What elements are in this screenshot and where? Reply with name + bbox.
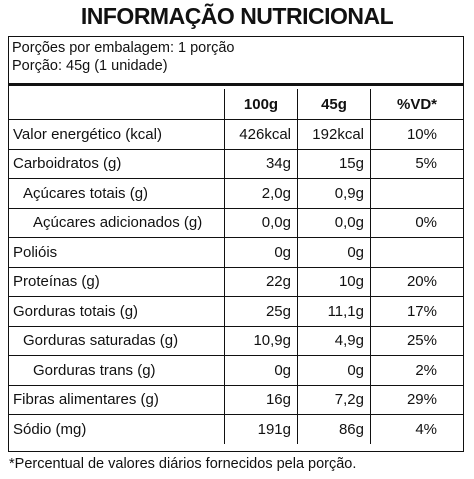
nutrient-row: Carboidratos (g) 34g 15g 5% (9, 148, 463, 179)
column-header: 45g (297, 89, 371, 120)
nutrient-label: Carboidratos (g) (9, 148, 225, 179)
nutrient-value: 7,2g (297, 384, 371, 415)
nutrient-value: 16g (224, 384, 298, 415)
nutrient-value: 0,0g (224, 207, 298, 238)
nutrient-row: Açúcares totais (g) 2,0g 0,9g (9, 178, 463, 208)
column-header: 100g (224, 89, 298, 120)
nutrient-value: 0g (224, 237, 298, 267)
nutrient-value: 4,9g (297, 325, 371, 356)
column-header: %VD* (370, 89, 463, 120)
header-cell (9, 89, 225, 120)
nutrient-value: 11,1g (297, 296, 371, 326)
nutrient-label: Gorduras saturadas (g) (9, 325, 225, 356)
nutrient-value: 191g (224, 414, 298, 444)
nutrient-label: Açúcares adicionados (g) (9, 207, 225, 238)
nutrient-row: Gorduras saturadas (g) 10,9g 4,9g 25% (9, 325, 463, 356)
nutrient-value: 0g (297, 355, 371, 385)
serving-line: Porções por embalagem: 1 porção (12, 40, 235, 56)
nutrient-value: 0,9g (297, 178, 371, 208)
header-row: 100g 45g %VD* (9, 89, 463, 120)
nutrient-label: Polióis (9, 237, 225, 267)
nutrient-label: Açúcares totais (g) (9, 178, 225, 208)
nutrient-row: Açúcares adicionados (g) 0,0g 0,0g 0% (9, 207, 463, 238)
nutrient-value: 0g (297, 237, 371, 267)
nutrient-label: Proteínas (g) (9, 266, 225, 297)
nutrient-value: 25% (370, 325, 463, 356)
nutrient-row: Gorduras totais (g) 25g 11,1g 17% (9, 296, 463, 326)
nutrient-value: 5% (370, 148, 463, 179)
nutrient-value: 2,0g (224, 178, 298, 208)
nutrient-label: Sódio (mg) (9, 414, 225, 444)
nutrient-row: Polióis 0g 0g (9, 237, 463, 267)
nutrient-value: 29% (370, 384, 463, 415)
nutrient-value: 86g (297, 414, 371, 444)
nutrient-label: Gorduras totais (g) (9, 296, 225, 326)
nutrient-value: 192kcal (297, 119, 371, 149)
nutrient-value: 2% (370, 355, 463, 385)
nutrient-value: 15g (297, 148, 371, 179)
nutrient-label: Gorduras trans (g) (9, 355, 225, 385)
nutrient-value: 4% (370, 414, 463, 444)
nutrient-row: Proteínas (g) 22g 10g 20% (9, 266, 463, 297)
nutrient-row: Gorduras trans (g) 0g 0g 2% (9, 355, 463, 385)
title: INFORMAÇÃO NUTRICIONAL (80, 3, 394, 29)
nutrient-row: Fibras alimentares (g) 16g 7,2g 29% (9, 384, 463, 415)
nutrient-value (370, 237, 463, 267)
nutrient-row: Sódio (mg) 191g 86g 4% (9, 414, 463, 444)
nutrient-value: 34g (224, 148, 298, 179)
nutrient-label: Fibras alimentares (g) (9, 384, 225, 415)
nutrient-value: 426kcal (224, 119, 298, 149)
footnote: *Percentual de valores diários fornecido… (9, 456, 357, 472)
nutrient-value: 10,9g (224, 325, 298, 356)
nutrient-value: 0% (370, 207, 463, 238)
nutrient-row: Valor energético (kcal) 426kcal 192kcal 10% (9, 119, 463, 149)
divider (9, 83, 463, 86)
nutrient-value: 22g (224, 266, 298, 297)
nutrient-value: 10g (297, 266, 371, 297)
nutrition-table: 100g 45g %VD* Valor energético (kcal) 426kca… (9, 89, 463, 444)
nutrient-value: 0g (224, 355, 298, 385)
nutrient-value: 25g (224, 296, 298, 326)
serving-line: Porção: 45g (1 unidade) (12, 58, 168, 74)
nutrient-value: 17% (370, 296, 463, 326)
nutrient-value (370, 178, 463, 208)
nutrient-value: 10% (370, 119, 463, 149)
nutrition-box: Porções por embalagem: 1 porção Porção: … (8, 36, 464, 452)
nutrient-value: 0,0g (297, 207, 371, 238)
nutrient-value: 20% (370, 266, 463, 297)
nutrient-label: Valor energético (kcal) (9, 119, 225, 149)
